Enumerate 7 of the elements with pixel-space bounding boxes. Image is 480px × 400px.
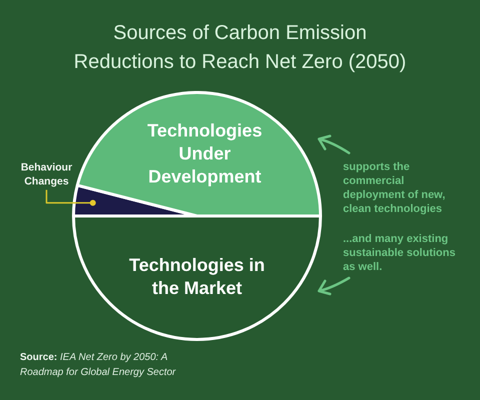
chart-title: Sources of Carbon Emission Reductions to Reach Net Zero (2050) (72, 21, 408, 75)
slice-label: Technologies in the Market (129, 255, 265, 298)
text: supports the commercial deployment of new, clean technologies (343, 160, 446, 216)
source-note: Source: IEA Net Zero by 2050: A Roadmap for Global Energy Sector (20, 352, 176, 378)
text: ...and many existing sustainable solutions as well. (343, 232, 456, 274)
slice-label: Behaviour Changes (20, 162, 72, 188)
slice-label: Technologies Under Development (147, 120, 262, 187)
